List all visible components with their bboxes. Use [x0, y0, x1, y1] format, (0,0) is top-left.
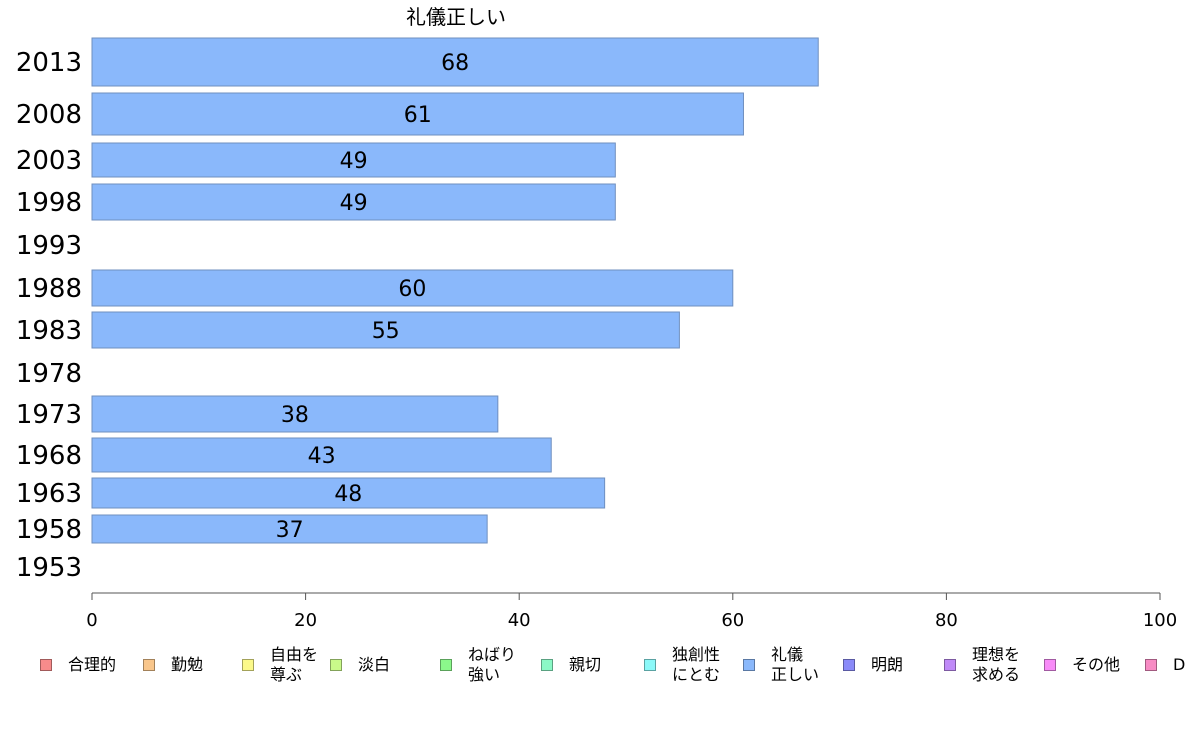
- bar-1973: [91, 395, 499, 433]
- legend-item: 明朗: [843, 642, 903, 688]
- legend-label: 勤勉: [171, 655, 204, 674]
- legend-item: 勤勉: [143, 642, 203, 688]
- legend-item: 理想を 求める: [944, 642, 1020, 688]
- legend-label: 理想を 求める: [972, 645, 1021, 684]
- legend-label: ねばり 強い: [468, 645, 517, 684]
- legend-label: その他: [1072, 655, 1121, 674]
- y-tick-label-1963: 1963: [16, 479, 82, 509]
- x-tick-label-40: 40: [508, 610, 531, 631]
- bars-layer: 68 61 49 49 60 55 38 43 48 37: [91, 37, 819, 544]
- x-tick-label-80: 80: [935, 610, 958, 631]
- legend-label: 淡白: [358, 655, 391, 674]
- bar-1998: [91, 183, 616, 221]
- bar-value-label-2013: 68: [441, 51, 469, 76]
- y-tick-label-2008: 2008: [16, 100, 82, 130]
- legend-swatch: [242, 659, 254, 671]
- legend-swatch: [1044, 659, 1056, 671]
- y-tick-label-1968: 1968: [16, 441, 82, 471]
- bar-value-label-1983: 55: [372, 319, 400, 344]
- y-tick-label-1978: 1978: [16, 359, 82, 389]
- bar-value-label-1988: 60: [398, 277, 426, 302]
- x-tick-label-100: 100: [1143, 610, 1177, 631]
- y-tick-label-1958: 1958: [16, 515, 82, 545]
- legend-label: 親切: [569, 655, 602, 674]
- bar-value-label-1973: 38: [281, 403, 309, 428]
- legend-swatch: [40, 659, 52, 671]
- legend-swatch: [143, 659, 155, 671]
- legend-swatch: [541, 659, 553, 671]
- bar-value-label-2003: 49: [340, 149, 368, 174]
- legend-swatch: [944, 659, 956, 671]
- bar-value-label-1963: 48: [334, 482, 362, 507]
- legend-swatch: [843, 659, 855, 671]
- legend-swatch: [743, 659, 755, 671]
- x-tick-label-0: 0: [86, 610, 97, 631]
- bar-2013: [91, 37, 819, 87]
- y-tick-label-1993: 1993: [16, 231, 82, 261]
- legend-label: 礼儀 正しい: [771, 645, 820, 684]
- y-tick-label-1973: 1973: [16, 400, 82, 430]
- chart-title: 礼儀正しい: [406, 5, 506, 29]
- x-axis: 0 20 40 60 80 100: [86, 592, 1177, 631]
- legend-swatch: [330, 659, 342, 671]
- legend-item: その他: [1044, 642, 1120, 688]
- legend-item: 独創性 にとむ: [644, 642, 720, 688]
- y-axis-labels: 2013 2008 2003 1998 1993 1988 1983 1978 1973 1968…: [16, 48, 82, 583]
- bar-value-label-2008: 61: [404, 103, 432, 128]
- bar-value-label-1968: 43: [308, 444, 336, 469]
- legend-item: ねばり 強い: [440, 642, 516, 688]
- legend: 合理的 勤勉 自由を 尊ぶ 淡白 ねばり 強い 親切 独創性 にとむ 礼儀 正しい 明朗 理想を …: [30, 642, 1185, 692]
- x-tick-label-60: 60: [721, 610, 744, 631]
- legend-item: 礼儀 正しい: [743, 642, 819, 688]
- y-tick-label-1988: 1988: [16, 274, 82, 304]
- legend-item: 淡白: [330, 642, 390, 688]
- y-tick-label-1953: 1953: [16, 553, 82, 583]
- legend-label: 合理的: [68, 655, 117, 674]
- bar-1983: [91, 311, 680, 349]
- bar-2003: [91, 142, 616, 178]
- y-tick-label-1998: 1998: [16, 188, 82, 218]
- bar-chart: 礼儀正しい 68 61 49 49 60 55 38 43 48 37 2013 2008 2003 1…: [16, 5, 1177, 631]
- legend-item: 合理的: [40, 642, 116, 688]
- bar-1968: [91, 437, 552, 473]
- legend-item: 自由を 尊ぶ: [242, 642, 318, 688]
- y-tick-label-2013: 2013: [16, 48, 82, 78]
- legend-item: D: [1145, 642, 1185, 688]
- legend-label: 独創性 にとむ: [672, 645, 721, 684]
- legend-swatch: [440, 659, 452, 671]
- x-tick-label-20: 20: [294, 610, 317, 631]
- bar-1958: [91, 514, 488, 544]
- bar-1988: [91, 269, 734, 307]
- legend-label: 自由を 尊ぶ: [270, 645, 319, 684]
- y-tick-label-2003: 2003: [16, 146, 82, 176]
- legend-item: 親切: [541, 642, 601, 688]
- bar-2008: [91, 92, 744, 136]
- legend-label: 明朗: [871, 655, 904, 674]
- bar-value-label-1958: 37: [276, 518, 304, 543]
- bar-1963: [91, 477, 606, 509]
- legend-label: D: [1173, 655, 1186, 674]
- y-tick-label-1983: 1983: [16, 316, 82, 346]
- legend-swatch: [1145, 659, 1157, 671]
- bar-value-label-1998: 49: [340, 191, 368, 216]
- legend-swatch: [644, 659, 656, 671]
